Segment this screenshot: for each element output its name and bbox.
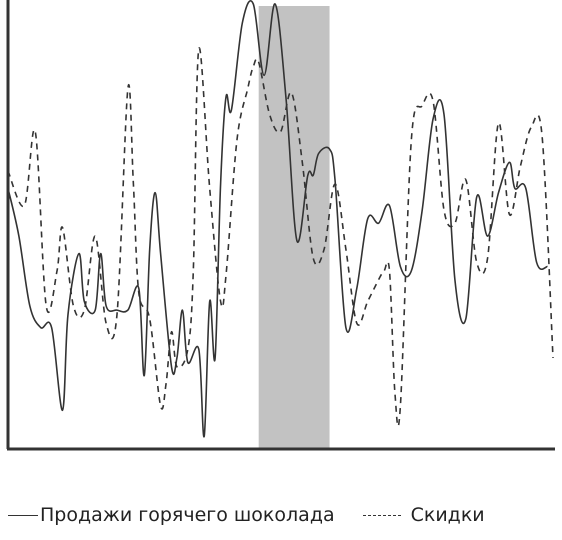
series-line-hot-chocolate-sales	[7, 0, 548, 438]
legend-swatch-dashed	[362, 514, 401, 516]
legend-label-hot-chocolate: Продажи горячего шоколада	[40, 504, 335, 526]
legend-item-hot-chocolate: Продажи горячего шоколада	[8, 504, 335, 526]
line-chart	[6, 0, 555, 451]
highlight-band	[258, 6, 330, 449]
legend-item-discounts: Скидки	[335, 504, 485, 526]
legend-swatch-solid	[8, 514, 38, 516]
legend-label-discounts: Скидки	[410, 504, 485, 526]
series-line-discounts	[7, 47, 554, 427]
legend: Продажи горячего шоколада Скидки	[8, 500, 558, 530]
